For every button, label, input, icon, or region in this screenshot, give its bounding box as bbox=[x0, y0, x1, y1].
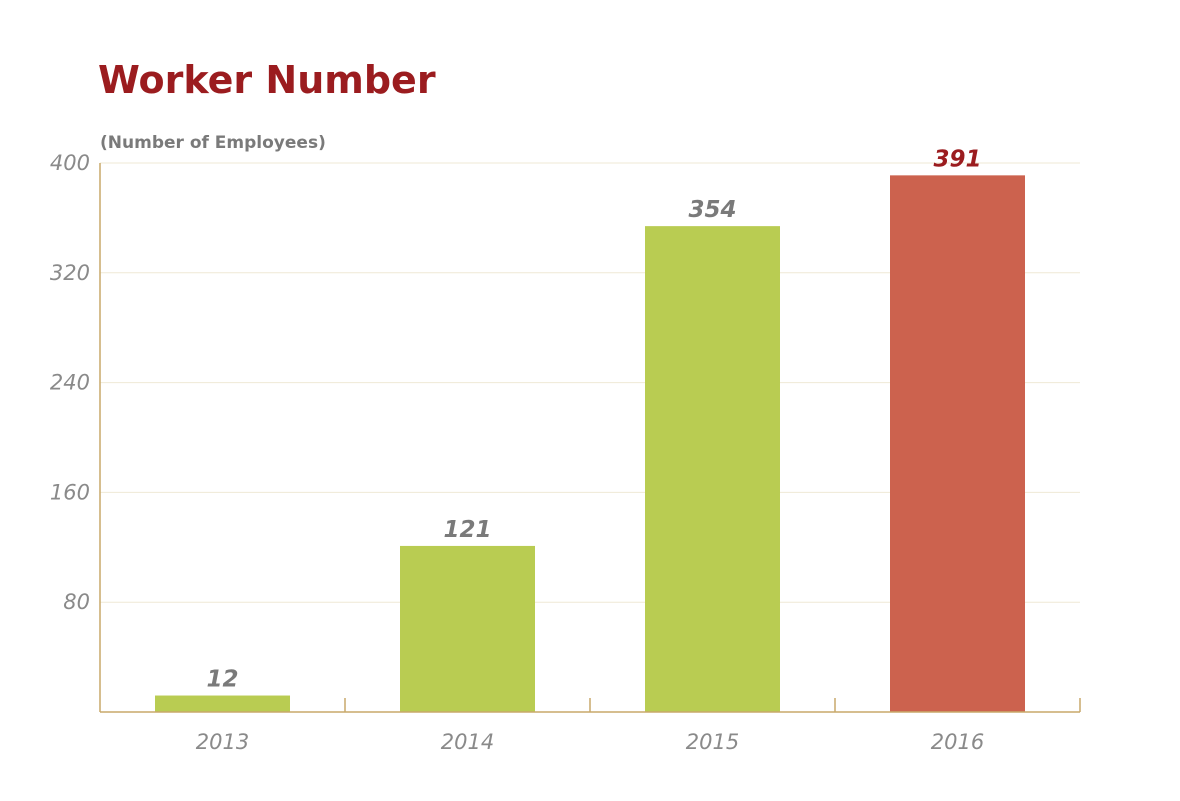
x-tick-label-2016: 2016 bbox=[931, 730, 984, 754]
data-label-2014: 121 bbox=[443, 517, 491, 543]
y-tick-label: 160 bbox=[50, 480, 90, 504]
x-tick-label-2013: 2013 bbox=[196, 730, 249, 754]
data-label-2013: 12 bbox=[206, 667, 238, 693]
bar-2016 bbox=[890, 175, 1025, 713]
data-label-2015: 354 bbox=[688, 197, 736, 223]
y-axis-unit-label: (Number of Employees) bbox=[100, 133, 326, 153]
bar-2014 bbox=[400, 545, 535, 712]
y-tick-label: 400 bbox=[50, 151, 90, 175]
bar-2013 bbox=[155, 695, 290, 712]
y-tick-label: 320 bbox=[50, 261, 90, 285]
labels: 80 160 240 320 400 12 2013 121 2014 354 2015 391 201… bbox=[50, 146, 984, 754]
bars bbox=[155, 175, 1025, 713]
y-tick-label: 80 bbox=[63, 590, 90, 614]
data-label-2016: 391 bbox=[933, 146, 981, 172]
x-tick-label-2015: 2015 bbox=[686, 730, 739, 754]
x-tick-label-2014: 2014 bbox=[441, 730, 494, 754]
axes bbox=[99, 163, 1081, 713]
y-tick-label: 240 bbox=[50, 371, 90, 395]
bar-2015 bbox=[645, 226, 780, 712]
chart-title: Worker Number bbox=[98, 58, 436, 102]
